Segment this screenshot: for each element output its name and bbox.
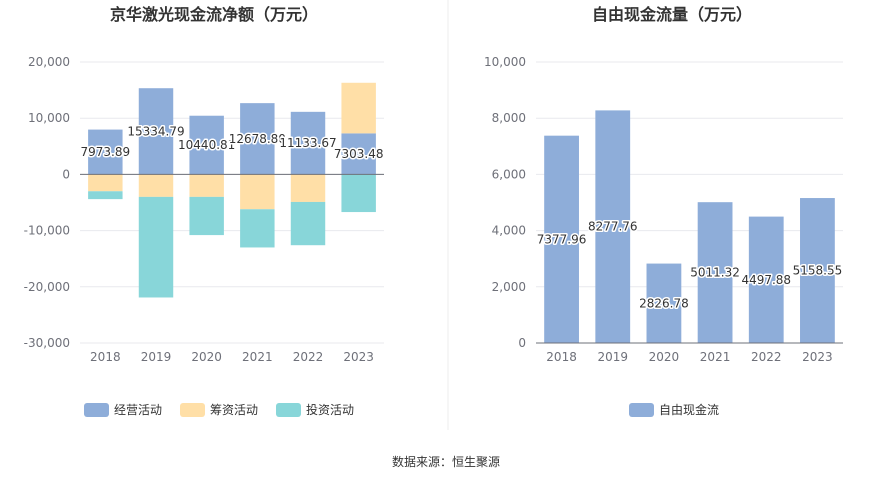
left-chart-bars [88, 82, 376, 298]
data-label: 11133.67 [279, 136, 336, 150]
x-tick-label: 2019 [597, 350, 628, 364]
bar-自由现金流-2018 [544, 135, 579, 343]
y-tick-label: 0 [518, 336, 526, 350]
x-tick-label: 2018 [90, 350, 121, 364]
y-tick-label: 20,000 [28, 55, 70, 69]
bar-投资活动-2021 [240, 209, 275, 248]
y-tick-label: -10,000 [24, 224, 70, 238]
legend-label: 筹资活动 [210, 403, 258, 417]
bar-经营活动-2021 [240, 103, 275, 175]
data-label: 4497.88 [741, 273, 791, 287]
data-label: 7973.89 [81, 145, 131, 159]
y-tick-label: 0 [62, 167, 70, 181]
legend-label: 投资活动 [306, 402, 354, 417]
data-label: 12678.80 [229, 132, 286, 146]
y-tick-label: 10,000 [28, 111, 70, 125]
left-chart-data-labels: 7973.89 15334.7910440.8112678.8011133.677… [79, 123, 385, 163]
data-label: 7303.48 [334, 147, 384, 161]
legend-swatch [629, 403, 654, 417]
bar-筹资活动-2019 [138, 174, 174, 197]
left-chart-x-axis: 2018 2019 2020 2021 2022 2023 [90, 350, 374, 364]
bar-投资活动-2023 [341, 174, 376, 213]
legend-label: 自由现金流 [659, 402, 719, 417]
x-tick-label: 2020 [191, 350, 222, 364]
data-label: 8277.76 [588, 220, 638, 234]
bar-经营活动-2018 [88, 129, 123, 175]
x-tick-label: 2018 [546, 350, 577, 364]
right-chart-legend: 自由现金流 [629, 402, 719, 417]
bar-筹资活动-2023 [341, 82, 376, 134]
legend-label: 经营活动 [114, 403, 162, 417]
bar-筹资活动-2021 [240, 174, 275, 210]
bar-自由现金流-2020 [646, 263, 682, 343]
x-tick-label: 2022 [751, 350, 782, 364]
bar-投资活动-2022 [290, 201, 326, 246]
bar-经营活动-2020 [189, 115, 224, 175]
bar-投资活动-2019 [138, 196, 174, 298]
bar-自由现金流-2021 [697, 202, 733, 343]
bar-投资活动-2018 [88, 191, 123, 200]
x-tick-label: 2019 [141, 350, 172, 364]
right-chart: 自由现金流量（万元） 0 2,000 4,000 6,000 8,000 10,000 2… [484, 5, 844, 417]
right-chart-grid [536, 61, 843, 344]
right-chart-y-axis: 0 2,000 4,000 6,000 8,000 10,000 [484, 55, 526, 350]
legend-swatch [180, 403, 205, 417]
bar-筹资活动-2022 [290, 174, 326, 202]
bar-自由现金流-2019 [595, 110, 631, 343]
bar-筹资活动-2020 [189, 174, 224, 197]
left-chart-title: 京华激光现金流净额（万元） [110, 5, 318, 24]
right-chart-x-axis: 2018 2019 2020 2021 2022 2023 [546, 350, 832, 364]
data-label: 2826.78 [639, 296, 689, 310]
left-chart: 京华激光现金流净额（万元） -30,000 -20,000 -10,000 0 10,0… [24, 5, 385, 417]
left-chart-legend: 经营活动 筹资活动 投资活动 [84, 402, 354, 417]
legend-swatch [276, 403, 301, 417]
y-tick-label: 4,000 [492, 224, 526, 238]
right-chart-title: 自由现金流量（万元） [592, 5, 752, 24]
bar-经营活动-2022 [290, 111, 326, 175]
data-label: 10440.81 [178, 138, 235, 152]
right-chart-bars [544, 110, 835, 343]
left-chart-y-axis: -30,000 -20,000 -10,000 0 10,000 20,000 [24, 55, 70, 350]
x-tick-label: 2023 [802, 350, 833, 364]
data-label: 5158.55 [793, 264, 843, 278]
y-tick-label: 10,000 [484, 55, 526, 69]
y-tick-label: -30,000 [24, 336, 70, 350]
bar-经营活动-2019 [138, 88, 174, 175]
x-tick-label: 2021 [700, 350, 731, 364]
bar-筹资活动-2018 [88, 174, 123, 192]
y-tick-label: 8,000 [492, 111, 526, 125]
y-tick-label: -20,000 [24, 280, 70, 294]
data-label: 15334.79 [127, 124, 184, 138]
y-tick-label: 2,000 [492, 280, 526, 294]
data-label: 5011.32 [690, 266, 740, 280]
bar-自由现金流-2023 [800, 198, 835, 343]
y-tick-label: 6,000 [492, 167, 526, 181]
x-tick-label: 2021 [242, 350, 273, 364]
x-tick-label: 2020 [649, 350, 680, 364]
data-label: 7377.96 [537, 232, 587, 246]
source-note: 数据来源：恒生聚源 [392, 454, 500, 469]
left-chart-grid [80, 61, 384, 344]
x-tick-label: 2023 [343, 350, 374, 364]
x-tick-label: 2022 [293, 350, 324, 364]
bar-自由现金流-2022 [748, 216, 784, 343]
bar-投资活动-2020 [189, 196, 224, 236]
legend-swatch [84, 403, 109, 417]
bar-经营活动-2023 [341, 133, 376, 175]
